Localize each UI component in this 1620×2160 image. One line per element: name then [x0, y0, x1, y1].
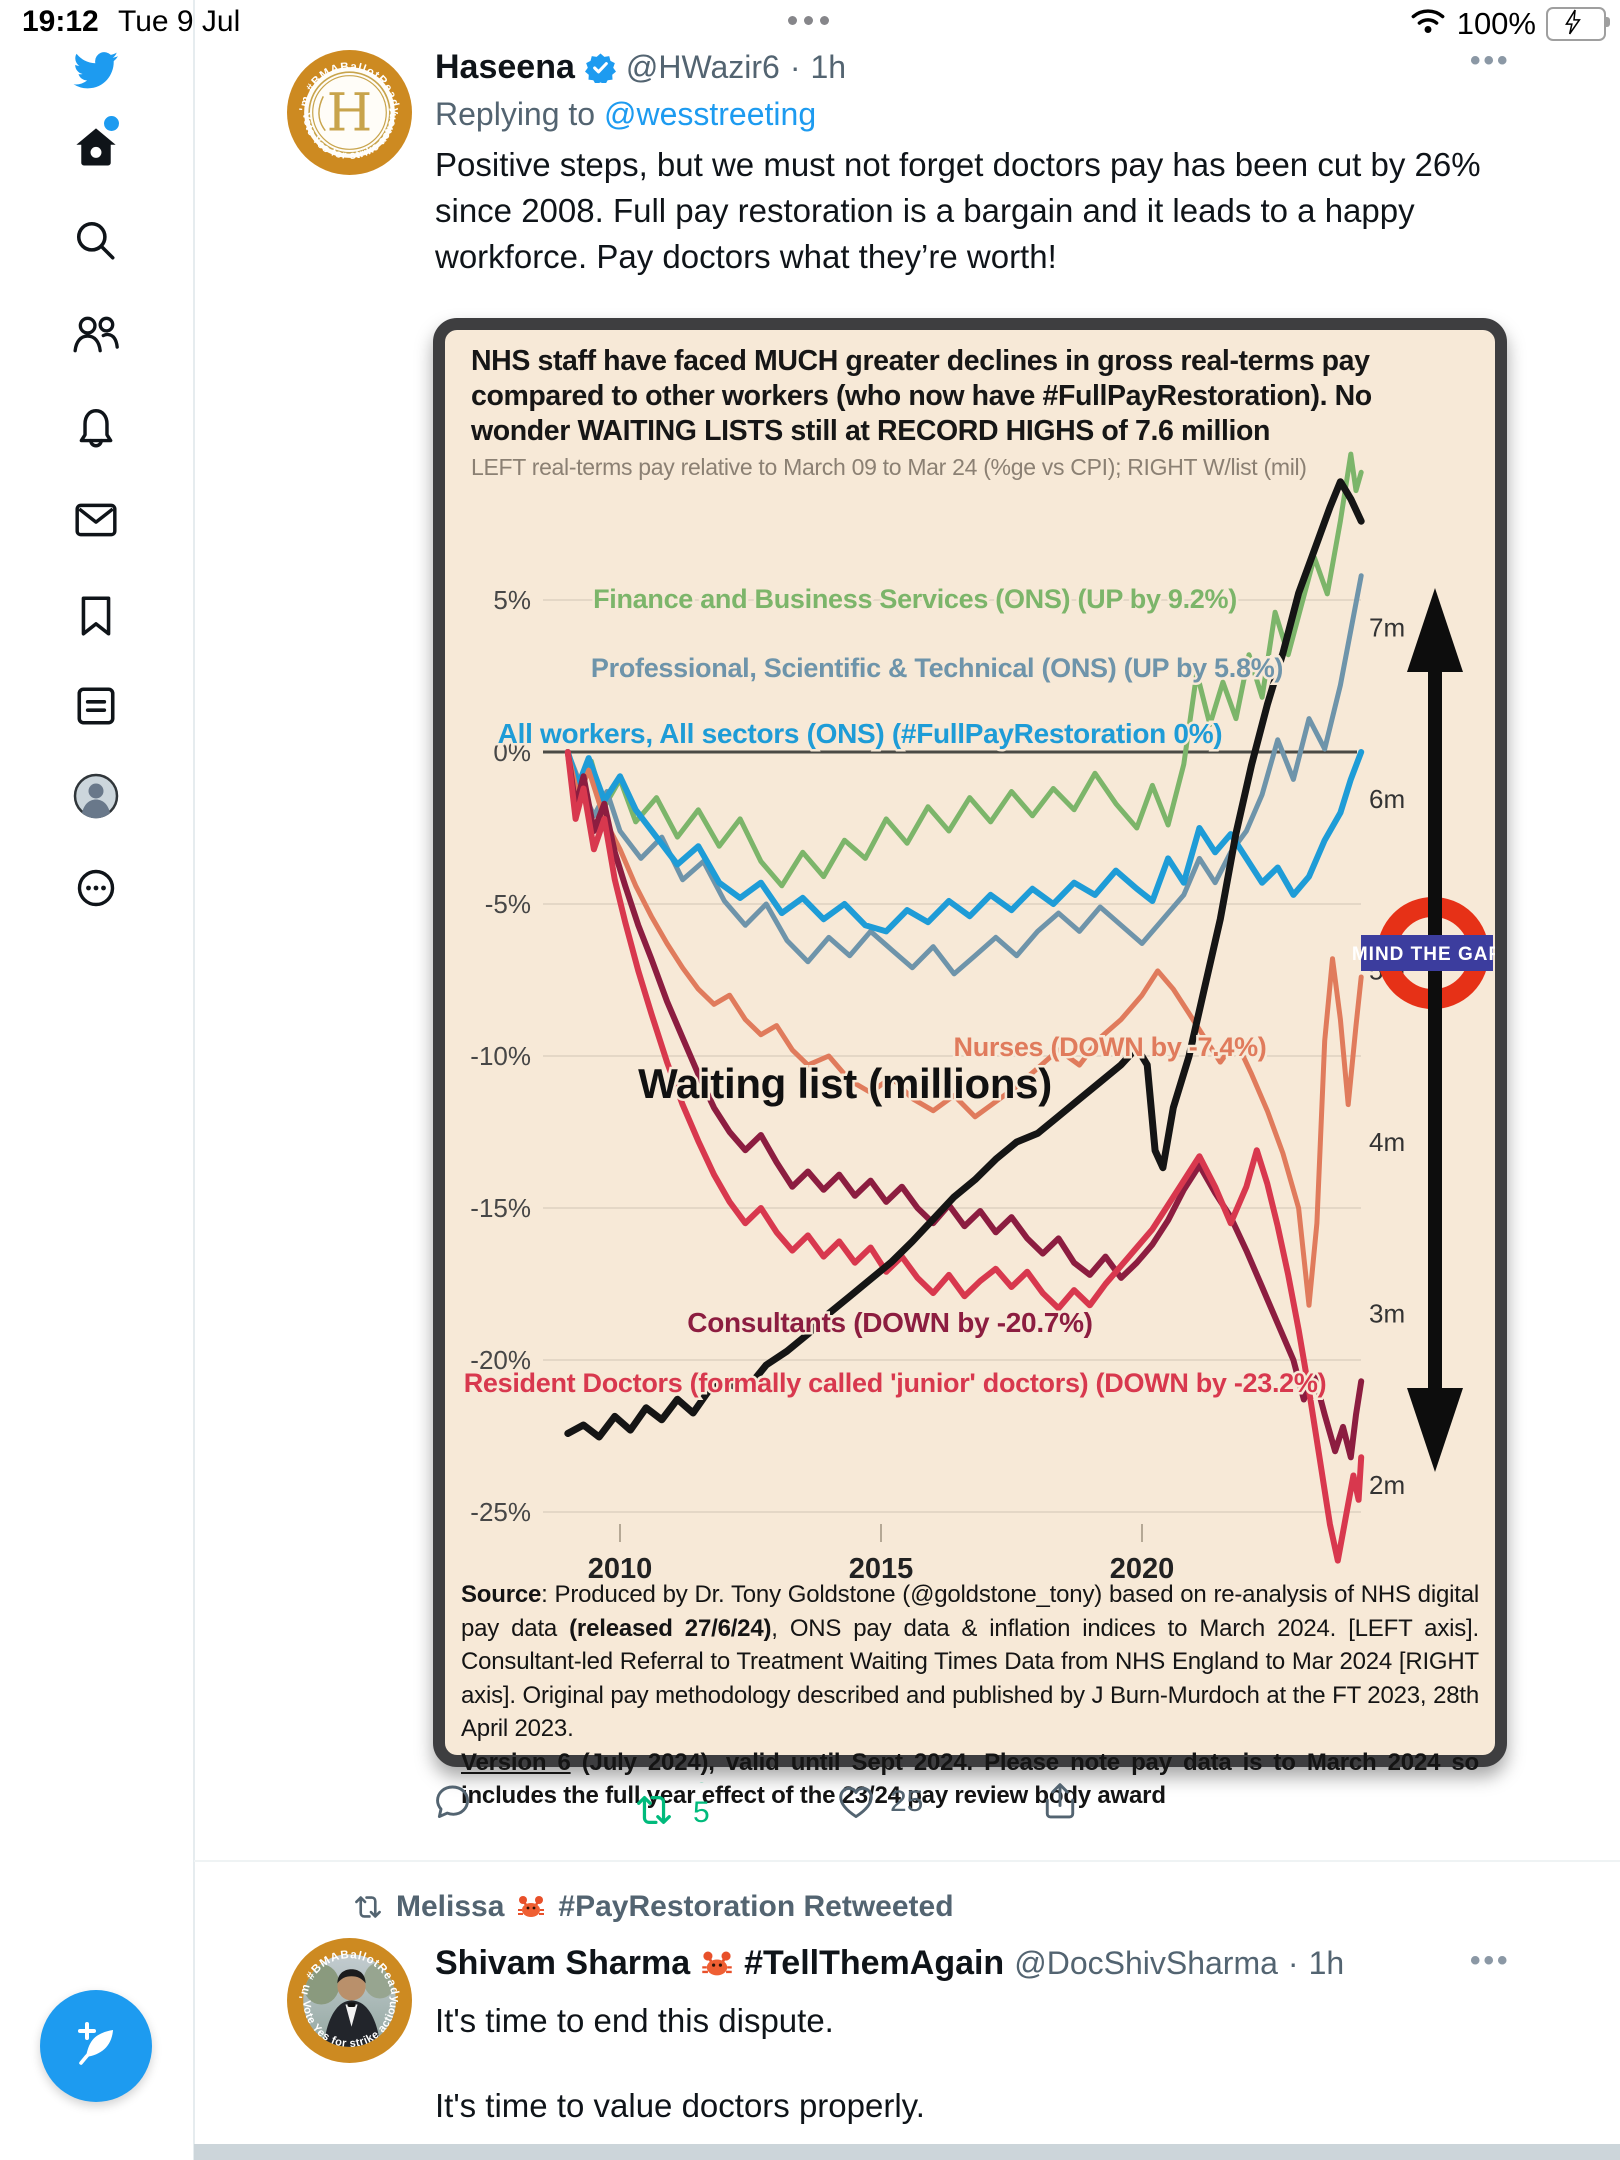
chart-source-note: Source: Produced by Dr. Tony Goldstone (…	[461, 1581, 1479, 1809]
retweeted-by-name[interactable]: Melissa	[396, 1890, 505, 1923]
svg-text:0%: 0%	[493, 737, 531, 767]
verified-badge-icon	[584, 52, 616, 83]
sidebar-item-more[interactable]	[68, 860, 124, 916]
battery-icon	[1546, 7, 1610, 41]
avatar-shivam[interactable]: I'm #BMABallotReady Vote Yes for strike …	[285, 1929, 412, 2063]
compose-tweet-button[interactable]	[40, 1990, 152, 2102]
tweet2-body-line2: It's time to value doctors properly.	[435, 2087, 925, 2124]
tweet1-body-line1: Positive steps, but we must not forget d…	[435, 146, 1481, 183]
replying-to-label: Replying to	[435, 96, 596, 132]
svg-text:3m: 3m	[1369, 1299, 1405, 1329]
multitasking-dots-icon	[788, 16, 829, 25]
compose-feather-icon	[78, 2022, 113, 2065]
tweet1-body-line2: since 2008. Full pay restoration is a ba…	[435, 192, 1415, 229]
svg-text:All workers, All sectors (ONS): All workers, All sectors (ONS) (#FullPay…	[498, 718, 1223, 749]
like-count: 25	[890, 1785, 924, 1818]
svg-text:Professional, Scientific & Tec: Professional, Scientific & Technical (ON…	[591, 653, 1283, 683]
tweet-divider	[194, 1860, 1620, 1862]
chart-title: NHS staff have faced MUCH greater declin…	[471, 345, 1372, 447]
tweet1-body: Positive steps, but we must not forget d…	[435, 142, 1481, 280]
tweet1-chart-image[interactable]: NHS staff have faced MUCH greater declin…	[433, 318, 1507, 1809]
tweet2-handle[interactable]: @DocShivSharma	[1014, 1945, 1278, 1981]
tweet1-author-name[interactable]: Haseena	[435, 48, 575, 86]
retweet-button[interactable]: 6 5	[633, 1782, 723, 1838]
wifi-icon	[1409, 5, 1447, 43]
sidebar-item-bookmarks[interactable]	[68, 588, 124, 644]
tweet1-body-line3: workforce. Pay doctors what they’re wort…	[435, 238, 1057, 275]
svg-text:Waiting list (millions): Waiting list (millions)	[638, 1060, 1052, 1107]
retweeted-label: #PayRestoration Retweeted	[558, 1890, 954, 1923]
svg-text:2m: 2m	[1369, 1470, 1405, 1500]
share-icon	[1045, 1783, 1075, 1819]
retweet-count: 5	[693, 1796, 710, 1829]
replying-to-handle-link[interactable]: @wesstreeting	[603, 96, 817, 132]
svg-text:Nurses (DOWN by -7.4%): Nurses (DOWN by -7.4%)	[954, 1032, 1267, 1062]
sidebar-item-notifications[interactable]	[68, 400, 124, 456]
avatar-haseena[interactable]: H I'm #BMABallotReady Vote Yes for strik…	[285, 41, 412, 175]
svg-text:MIND THE GAP: MIND THE GAP	[1352, 944, 1495, 965]
tweet1-handle[interactable]: @HWazir6	[625, 49, 780, 85]
clock: 19:12	[22, 5, 99, 38]
svg-text:-10%: -10%	[470, 1041, 531, 1071]
battery-percent: 100%	[1456, 6, 1536, 41]
svg-text:-15%: -15%	[470, 1193, 531, 1223]
sidebar-item-lists[interactable]	[68, 678, 124, 734]
svg-text:7m: 7m	[1369, 613, 1405, 643]
retweet-icon	[637, 1795, 671, 1825]
date: Tue 9 Jul	[118, 5, 241, 38]
next-tweet-media-edge	[194, 2144, 1620, 2160]
tweet1-more-button[interactable]: •••	[1470, 44, 1511, 77]
svg-text:6m: 6m	[1369, 784, 1405, 814]
home-notification-dot	[104, 116, 119, 131]
svg-text:-25%: -25%	[470, 1497, 531, 1527]
avatar-monogram: H	[327, 83, 373, 144]
svg-text:Finance and Business Services: Finance and Business Services (ONS) (UP …	[593, 584, 1237, 614]
tweet2-timestamp: 1h	[1308, 1945, 1345, 1981]
tweet2-more-button[interactable]: •••	[1470, 1944, 1511, 1977]
svg-text:4m: 4m	[1369, 1127, 1405, 1157]
svg-text:Consultants (DOWN by -20.7%): Consultants (DOWN by -20.7%)	[687, 1307, 1092, 1338]
sidebar-item-search[interactable]	[68, 213, 124, 269]
svg-text:-5%: -5%	[485, 889, 531, 919]
tweet2-author-hashtag[interactable]: #TellThemAgain	[744, 1944, 1005, 1982]
reply-icon	[436, 1785, 469, 1818]
tweet1-timestamp: 1h	[810, 49, 847, 85]
crab-emoji-icon	[700, 1949, 734, 1979]
reply-button[interactable]	[433, 1782, 473, 1822]
crab-emoji-icon	[516, 1894, 546, 1920]
like-button[interactable]: 25	[836, 1782, 923, 1822]
retweet-count-ticker: 6 5	[689, 1782, 723, 1838]
sidebar-item-profile[interactable]	[68, 768, 124, 824]
svg-text:-20%: -20%	[470, 1345, 531, 1375]
svg-text:5%: 5%	[493, 585, 531, 615]
svg-text:5m: 5m	[1369, 956, 1405, 986]
status-bar: 19:12 Tue 9 Jul 100%	[0, 0, 1620, 43]
separator-dot: ·	[789, 49, 801, 85]
sidebar-item-messages[interactable]	[68, 492, 124, 548]
retweeted-icon	[355, 1896, 381, 1918]
twitter-logo-icon[interactable]	[68, 42, 124, 98]
sidebar-item-communities[interactable]	[68, 306, 124, 362]
chart-subtitle: LEFT real-terms pay relative to March 09…	[471, 454, 1307, 480]
share-button[interactable]	[1040, 1780, 1080, 1822]
svg-text:Resident Doctors (formally cal: Resident Doctors (formally called 'junio…	[464, 1368, 1327, 1398]
sidebar-item-home[interactable]	[68, 116, 124, 176]
tweet2-body-line1: It's time to end this dispute.	[435, 2002, 834, 2039]
tweet2-author-name[interactable]: Shivam Sharma	[435, 1944, 691, 1982]
heart-icon	[839, 1786, 873, 1819]
separator-dot: ·	[1287, 1945, 1299, 1981]
sidebar-divider	[193, 0, 195, 2160]
